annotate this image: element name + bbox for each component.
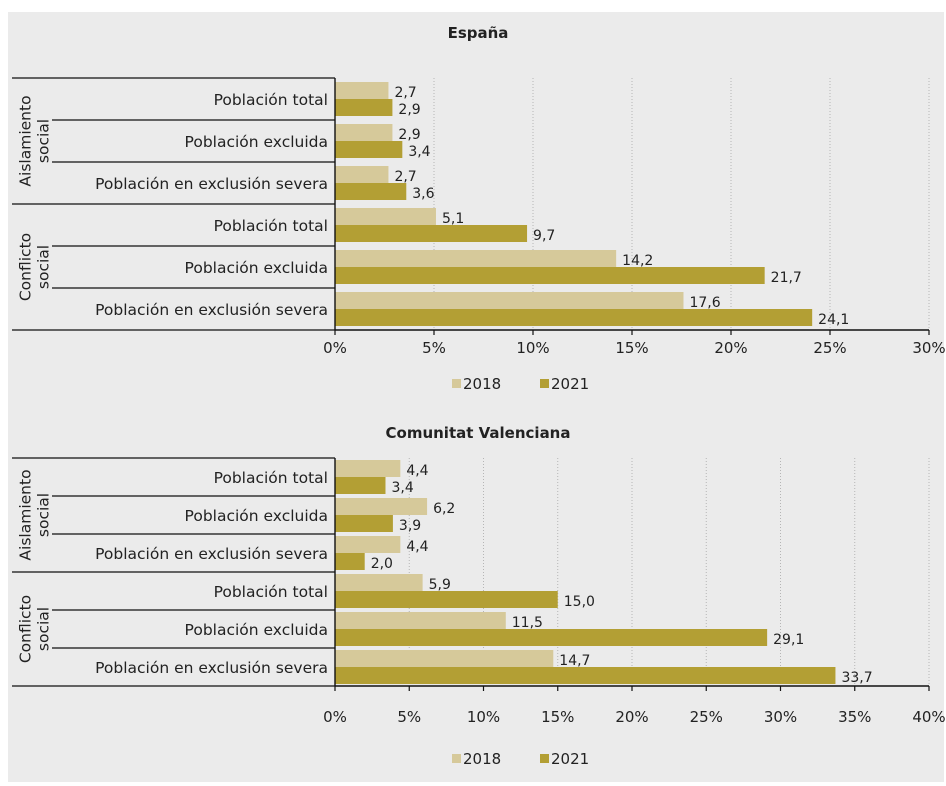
bar-2018: [335, 250, 617, 267]
data-label: 2,7: [394, 169, 416, 185]
legend-swatch-2018: [452, 379, 461, 388]
x-tick-label: 25%: [690, 708, 723, 726]
group-label: Conflictosocial: [17, 595, 53, 663]
bar-2021: [335, 183, 407, 200]
data-label: 14,2: [622, 253, 653, 269]
chart-title: Comunitat Valenciana: [386, 424, 571, 442]
bar-2021: [335, 629, 768, 646]
x-tick-label: 0%: [323, 708, 347, 726]
data-label: 2,0: [371, 556, 393, 572]
bar-2018: [335, 82, 389, 99]
x-tick-label: 25%: [813, 339, 846, 357]
chart-panel-1: España2,72,92,93,42,73,65,19,714,221,717…: [12, 24, 946, 393]
group-label: Aislamientosocial: [17, 469, 53, 560]
category-label: Población total: [214, 91, 328, 109]
x-tick-label: 20%: [615, 708, 648, 726]
data-label: 4,4: [406, 463, 428, 479]
category-label: Población excluida: [185, 133, 328, 151]
data-label: 4,4: [406, 539, 428, 555]
bar-2018: [335, 292, 684, 309]
chart-panel-2: Comunitat Valenciana4,43,46,23,94,42,05,…: [12, 424, 946, 768]
legend-label: 2018: [463, 375, 501, 393]
data-label: 17,6: [689, 295, 720, 311]
x-tick-label: 35%: [838, 708, 871, 726]
category-label: Población excluida: [185, 621, 328, 639]
bar-2021: [335, 553, 365, 570]
legend-swatch-2021: [540, 379, 549, 388]
category-label: Población total: [214, 583, 328, 601]
data-label: 3,6: [412, 186, 434, 202]
bar-2018: [335, 460, 401, 477]
category-label: Población total: [214, 217, 328, 235]
category-label: Población en exclusión severa: [95, 175, 328, 193]
data-label: 33,7: [841, 670, 872, 686]
bar-2021: [335, 667, 836, 684]
bar-2021: [335, 515, 393, 532]
group-label: Aislamientosocial: [17, 95, 53, 186]
bar-2018: [335, 612, 506, 629]
x-tick-label: 15%: [615, 339, 648, 357]
bar-2018: [335, 208, 436, 225]
x-tick-label: 30%: [912, 339, 945, 357]
bar-2021: [335, 591, 558, 608]
data-label: 24,1: [818, 312, 849, 328]
category-label: Población excluida: [185, 259, 328, 277]
x-tick-label: 15%: [541, 708, 574, 726]
bar-2018: [335, 650, 554, 667]
legend-label: 2018: [463, 750, 501, 768]
legend-label: 2021: [551, 375, 589, 393]
category-label: Población en exclusión severa: [95, 659, 328, 677]
data-label: 3,9: [399, 518, 421, 534]
data-label: 5,1: [442, 211, 464, 227]
x-tick-label: 20%: [714, 339, 747, 357]
data-label: 5,9: [429, 577, 451, 593]
legend-label: 2021: [551, 750, 589, 768]
bar-2021: [335, 225, 528, 242]
data-label: 14,7: [559, 653, 590, 669]
data-label: 15,0: [564, 594, 595, 610]
x-tick-label: 5%: [397, 708, 421, 726]
data-label: 9,7: [533, 228, 555, 244]
legend-swatch-2018: [452, 754, 461, 763]
data-label: 29,1: [773, 632, 804, 648]
x-tick-label: 40%: [912, 708, 945, 726]
bar-2021: [335, 267, 765, 284]
category-label: Población excluida: [185, 507, 328, 525]
x-tick-label: 10%: [516, 339, 549, 357]
bar-2018: [335, 498, 428, 515]
legend-swatch-2021: [540, 754, 549, 763]
data-label: 2,7: [394, 85, 416, 101]
data-label: 3,4: [408, 144, 430, 160]
bar-2018: [335, 166, 389, 183]
data-label: 6,2: [433, 501, 455, 517]
x-tick-label: 10%: [467, 708, 500, 726]
bar-2021: [335, 99, 393, 116]
bar-2018: [335, 574, 423, 591]
bar-2021: [335, 477, 386, 494]
category-label: Población en exclusión severa: [95, 301, 328, 319]
x-tick-label: 30%: [764, 708, 797, 726]
bar-2021: [335, 141, 403, 158]
group-label: Conflictosocial: [17, 233, 53, 301]
data-label: 3,4: [391, 480, 413, 496]
data-label: 2,9: [398, 102, 420, 118]
x-tick-label: 0%: [323, 339, 347, 357]
data-label: 21,7: [771, 270, 802, 286]
data-label: 11,5: [512, 615, 543, 631]
category-label: Población total: [214, 469, 328, 487]
data-label: 2,9: [398, 127, 420, 143]
bar-2021: [335, 309, 813, 326]
category-label: Población en exclusión severa: [95, 545, 328, 563]
bar-2018: [335, 536, 401, 553]
chart-title: España: [448, 24, 509, 42]
bar-2018: [335, 124, 393, 141]
x-tick-label: 5%: [422, 339, 446, 357]
